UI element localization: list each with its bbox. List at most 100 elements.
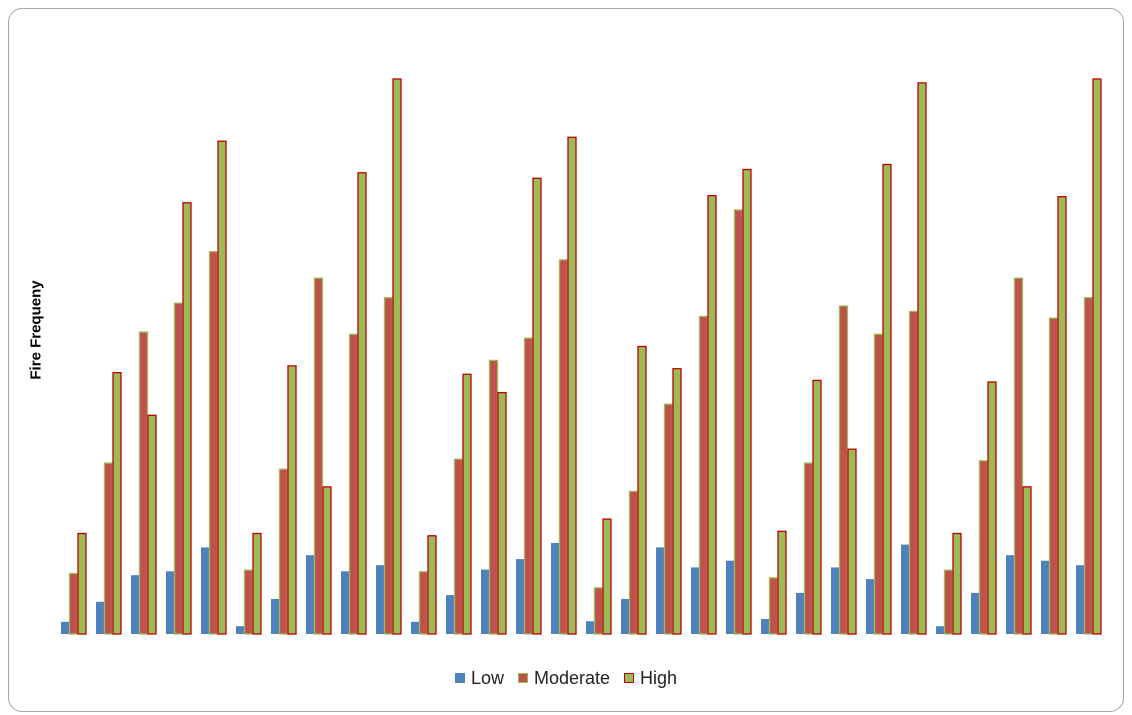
bar-low-7 bbox=[271, 599, 279, 634]
bar-high-8 bbox=[322, 486, 332, 635]
bar-high-23 bbox=[847, 448, 857, 635]
legend-swatch-low bbox=[454, 673, 465, 683]
bar-low-13 bbox=[481, 569, 489, 634]
bar-moderate-4 bbox=[173, 302, 184, 635]
bar-low-3 bbox=[131, 575, 139, 634]
legend-label-high: High bbox=[640, 667, 678, 688]
bar-high-29 bbox=[1057, 196, 1067, 635]
bar-high-22 bbox=[812, 379, 822, 635]
bar-moderate-8 bbox=[313, 277, 324, 635]
bar-high-9 bbox=[357, 172, 367, 635]
bar-low-21 bbox=[761, 619, 769, 634]
legend: Low Moderate High bbox=[0, 666, 1132, 690]
bar-moderate-7 bbox=[278, 468, 289, 635]
bar-low-5 bbox=[201, 547, 209, 634]
bar-high-14 bbox=[532, 177, 542, 635]
bar-high-6 bbox=[252, 532, 262, 635]
bar-low-9 bbox=[341, 571, 349, 634]
bar-low-29 bbox=[1041, 560, 1049, 634]
bar-moderate-13 bbox=[488, 359, 499, 635]
bar-moderate-14 bbox=[523, 337, 534, 635]
bar-moderate-12 bbox=[453, 458, 464, 635]
bar-high-28 bbox=[1022, 486, 1032, 635]
bar-low-16 bbox=[586, 621, 594, 634]
legend-item-moderate: Moderate bbox=[517, 667, 611, 689]
legend-swatch-high bbox=[624, 673, 635, 683]
bar-low-20 bbox=[726, 560, 734, 634]
bar-low-15 bbox=[551, 543, 559, 634]
bar-moderate-17 bbox=[628, 490, 639, 635]
bar-low-2 bbox=[96, 601, 104, 634]
bar-high-10 bbox=[392, 78, 402, 635]
bar-low-27 bbox=[971, 592, 979, 634]
bar-low-1 bbox=[61, 621, 69, 634]
bar-moderate-24 bbox=[873, 333, 884, 635]
bar-moderate-20 bbox=[733, 209, 744, 635]
bar-low-25 bbox=[901, 544, 909, 634]
bar-high-5 bbox=[217, 140, 227, 635]
bar-low-11 bbox=[411, 621, 419, 634]
bar-high-25 bbox=[917, 82, 927, 635]
bar-moderate-11 bbox=[418, 571, 429, 635]
bar-moderate-1 bbox=[68, 572, 79, 635]
bar-low-23 bbox=[831, 567, 839, 634]
bar-high-7 bbox=[287, 365, 297, 635]
bar-low-30 bbox=[1076, 565, 1084, 634]
bar-high-4 bbox=[182, 202, 192, 635]
bar-moderate-23 bbox=[838, 305, 849, 635]
bar-high-17 bbox=[637, 345, 647, 635]
bar-high-2 bbox=[112, 371, 122, 635]
bar-high-30 bbox=[1092, 78, 1102, 635]
bar-moderate-5 bbox=[208, 250, 219, 635]
bar-moderate-27 bbox=[978, 460, 989, 635]
legend-label-low: Low bbox=[470, 667, 504, 688]
bar-low-18 bbox=[656, 547, 664, 634]
legend-label-moderate: Moderate bbox=[533, 667, 611, 688]
bar-high-1 bbox=[77, 532, 87, 635]
bar-moderate-10 bbox=[383, 297, 394, 635]
bar-low-19 bbox=[691, 567, 699, 634]
bar-high-27 bbox=[987, 381, 997, 635]
bar-high-11 bbox=[427, 535, 437, 635]
bar-high-19 bbox=[707, 194, 717, 635]
bar-high-15 bbox=[567, 136, 577, 635]
bar-moderate-9 bbox=[348, 333, 359, 635]
bar-moderate-15 bbox=[558, 259, 569, 635]
bar-low-6 bbox=[236, 626, 244, 634]
bar-moderate-25 bbox=[908, 310, 919, 635]
bar-high-21 bbox=[777, 530, 787, 635]
bar-low-28 bbox=[1006, 555, 1014, 634]
bar-moderate-19 bbox=[698, 315, 709, 635]
bar-moderate-21 bbox=[768, 577, 779, 635]
bar-low-4 bbox=[166, 571, 174, 634]
bar-moderate-26 bbox=[943, 569, 954, 635]
legend-swatch-moderate bbox=[517, 673, 528, 683]
bar-high-24 bbox=[882, 163, 892, 635]
bar-high-13 bbox=[497, 391, 507, 635]
bar-moderate-6 bbox=[243, 569, 254, 635]
bar-moderate-30 bbox=[1083, 297, 1094, 635]
bar-low-17 bbox=[621, 599, 629, 634]
bar-low-22 bbox=[796, 592, 804, 634]
bar-low-24 bbox=[866, 579, 874, 634]
bar-high-12 bbox=[462, 373, 472, 635]
bar-low-26 bbox=[936, 626, 944, 634]
bar-moderate-3 bbox=[138, 331, 149, 635]
bar-low-14 bbox=[516, 559, 524, 634]
bar-moderate-22 bbox=[803, 462, 814, 635]
bar-moderate-28 bbox=[1013, 277, 1024, 635]
bar-low-8 bbox=[306, 555, 314, 634]
legend-item-high: High bbox=[624, 668, 677, 689]
bar-moderate-29 bbox=[1048, 317, 1059, 635]
bar-high-18 bbox=[672, 368, 682, 635]
bar-moderate-16 bbox=[593, 587, 604, 635]
bar-moderate-18 bbox=[663, 403, 674, 635]
bar-moderate-2 bbox=[103, 462, 114, 635]
bar-high-3 bbox=[147, 414, 157, 635]
bar-high-26 bbox=[952, 532, 962, 635]
bar-high-16 bbox=[602, 518, 612, 635]
bar-low-12 bbox=[446, 595, 454, 634]
legend-item-low: Low bbox=[454, 667, 504, 689]
bar-high-20 bbox=[742, 168, 752, 635]
